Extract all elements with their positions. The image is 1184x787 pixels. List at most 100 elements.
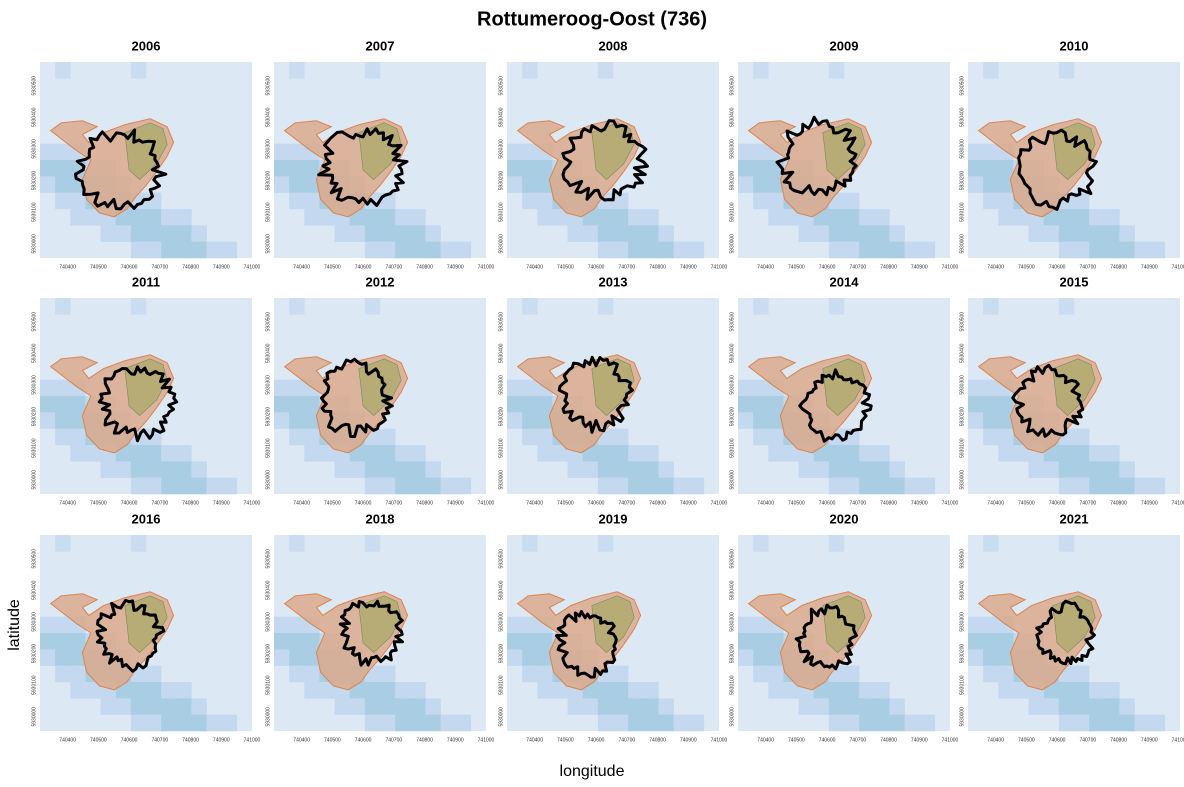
map-panel: 2007 740400 740500 740600 740700 740800 740900… (265, 38, 494, 270)
raster-cell (1013, 209, 1029, 226)
raster-cell (130, 682, 147, 699)
raster-cell (859, 209, 875, 226)
raster-cell (968, 633, 984, 650)
raster-cell (1058, 298, 1075, 315)
raster-cell (828, 714, 845, 732)
y-tick-label: 5930400 (498, 580, 504, 600)
x-tick-label: 740500 (324, 264, 341, 270)
raster-cell (983, 176, 999, 193)
y-tick-label: 5930500 (729, 312, 735, 332)
raster-cell (522, 396, 538, 413)
x-tick-label: 741000 (942, 264, 959, 270)
y-tick-label: 5930300 (31, 612, 37, 632)
raster-cell (176, 225, 192, 242)
raster-cell (304, 649, 320, 666)
panel-title: 2011 (132, 274, 160, 289)
y-tick-label: 5930100 (265, 675, 271, 695)
raster-cell (364, 477, 381, 495)
raster-cell (753, 176, 769, 193)
raster-cell (874, 209, 890, 226)
raster-cell (221, 477, 238, 495)
raster-cell (844, 682, 860, 699)
raster-cell (176, 461, 192, 478)
y-tick-label: 5930200 (265, 407, 271, 427)
raster-cell (130, 62, 147, 79)
raster-cell (55, 428, 71, 446)
y-tick-label: 5930500 (498, 312, 504, 332)
raster-cell (176, 209, 192, 226)
raster-cell (983, 396, 999, 413)
raster-cell (983, 62, 999, 79)
raster-cell (1043, 698, 1060, 715)
raster-cell (688, 477, 705, 495)
raster-cell (1058, 209, 1075, 226)
x-tick-label: 741000 (711, 500, 728, 506)
raster-cell (176, 714, 192, 732)
y-tick-label: 5930200 (729, 407, 735, 427)
raster-cell (161, 698, 177, 715)
raster-cell (753, 633, 769, 650)
raster-cell (191, 714, 207, 732)
y-tick-label: 5930000 (729, 470, 735, 490)
x-tick-label: 740500 (1018, 500, 1035, 506)
raster-cell (904, 477, 921, 495)
x-tick-label: 741000 (478, 737, 495, 743)
x-tick-label: 740500 (557, 737, 574, 743)
raster-cell (874, 714, 890, 732)
survey-outline (317, 127, 409, 207)
raster-cell (828, 477, 845, 495)
raster-cell (1134, 714, 1151, 732)
x-tick-label: 740700 (618, 264, 635, 270)
raster-cell (597, 241, 614, 259)
y-tick-label: 5930100 (959, 438, 965, 458)
raster-cell (1028, 698, 1045, 715)
raster-cell (998, 412, 1014, 429)
raster-cell (410, 477, 426, 495)
raster-cell (844, 714, 860, 732)
raster-cell (1058, 225, 1075, 242)
raster-cell (1074, 192, 1090, 210)
raster-cell (998, 633, 1014, 650)
raster-cell (874, 682, 890, 699)
raster-cell (319, 682, 335, 699)
raster-cell (410, 225, 426, 242)
y-tick-label: 5930400 (959, 580, 965, 600)
raster-cell (176, 445, 192, 462)
raster-cell (410, 209, 426, 226)
x-tick-label: 740800 (880, 500, 897, 506)
x-tick-label: 740900 (1141, 500, 1158, 506)
raster-cell (115, 225, 132, 242)
raster-cell (55, 616, 71, 634)
raster-cell (364, 682, 381, 699)
raster-cell (1119, 698, 1135, 715)
raster-cell (919, 477, 936, 495)
raster-cell (613, 225, 629, 242)
raster-cell (507, 633, 523, 650)
raster-cell (968, 412, 984, 429)
y-tick-label: 5930200 (31, 644, 37, 664)
raster-cell (221, 714, 238, 732)
raster-cell (1104, 682, 1120, 699)
raster-cell (998, 445, 1014, 462)
y-tick-label: 5930400 (265, 580, 271, 600)
raster-cell (998, 396, 1014, 413)
raster-cell (1058, 62, 1075, 79)
raster-cell (1074, 477, 1090, 495)
raster-cell (983, 649, 999, 666)
raster-cell (380, 682, 396, 699)
raster-cell (100, 461, 117, 478)
x-axis-label: longitude (560, 763, 625, 780)
x-tick-label: 740400 (526, 500, 543, 506)
raster-cell (628, 241, 644, 259)
x-tick-label: 740800 (1110, 500, 1127, 506)
x-tick-label: 740700 (151, 264, 168, 270)
survey-outline (1035, 599, 1096, 666)
raster-cell (628, 445, 644, 462)
y-tick-label: 5930400 (31, 107, 37, 127)
raster-cell (334, 698, 351, 715)
y-tick-label: 5930100 (729, 202, 735, 222)
y-tick-label: 5930100 (31, 675, 37, 695)
raster-cell (455, 477, 472, 495)
raster-cell (364, 535, 381, 552)
raster-cell (522, 379, 538, 397)
